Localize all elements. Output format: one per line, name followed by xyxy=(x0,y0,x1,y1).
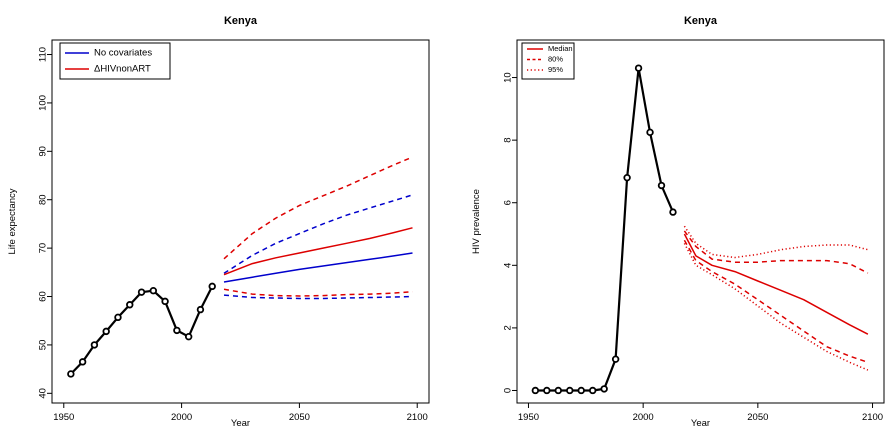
y-tick-label: 4 xyxy=(503,263,514,268)
observed-point xyxy=(149,287,158,295)
y-axis-label: HIV prevalence xyxy=(471,189,482,254)
series-line xyxy=(223,194,413,274)
y-tick-label: 70 xyxy=(38,243,49,254)
observed-point xyxy=(161,297,169,306)
chart-title: Kenya xyxy=(684,15,718,27)
observed-point xyxy=(67,370,75,378)
plot-frame xyxy=(51,39,430,404)
series-line xyxy=(683,239,869,364)
y-tick-label: 110 xyxy=(38,47,49,62)
x-tick-label: 2100 xyxy=(407,412,428,423)
observed-point xyxy=(611,355,620,363)
observed-point xyxy=(90,341,99,349)
x-axis-label: Year xyxy=(231,418,250,429)
observed-point xyxy=(173,326,181,335)
series-line xyxy=(223,294,413,300)
observed-point xyxy=(137,288,146,296)
x-tick-label: 1950 xyxy=(518,412,539,423)
observed-line xyxy=(70,285,214,375)
x-tick-label: 2000 xyxy=(171,412,192,423)
x-tick-label: 2000 xyxy=(633,412,654,423)
y-tick-label: 0 xyxy=(503,388,514,393)
observed-point xyxy=(208,282,216,291)
y-tick-label: 2 xyxy=(503,325,514,330)
series-line xyxy=(683,233,869,335)
x-tick-label: 1950 xyxy=(53,412,74,423)
x-tick-label: 2050 xyxy=(747,412,768,423)
y-tick-label: 100 xyxy=(38,95,49,111)
observed-point xyxy=(543,386,551,395)
series-line xyxy=(683,230,869,274)
y-tick-label: 90 xyxy=(38,146,49,157)
y-tick-label: 60 xyxy=(38,291,49,302)
y-tick-label: 50 xyxy=(38,340,49,351)
series-line xyxy=(223,227,413,276)
y-tick-label: 40 xyxy=(38,388,49,399)
series-line xyxy=(223,288,413,297)
y-tick-label: 10 xyxy=(503,72,514,83)
observed-point xyxy=(657,181,666,190)
series-line xyxy=(683,225,869,259)
legend-entry: 80% xyxy=(548,54,563,63)
observed-point xyxy=(554,386,562,395)
series-line xyxy=(223,252,413,283)
observed-line xyxy=(535,67,675,392)
series-line xyxy=(223,156,413,260)
x-tick-label: 2050 xyxy=(289,412,310,423)
y-tick-label: 8 xyxy=(503,137,514,142)
observed-point xyxy=(78,358,87,366)
observed-point xyxy=(114,313,122,322)
observed-point xyxy=(623,173,631,182)
y-axis-label: Life expectancy xyxy=(7,188,18,254)
observed-point xyxy=(566,386,574,395)
legend-entry: No covariates xyxy=(94,48,152,59)
observed-point xyxy=(588,386,597,395)
observed-point xyxy=(184,332,193,341)
observed-point xyxy=(102,327,110,336)
x-tick-label: 2100 xyxy=(862,412,883,423)
legend-entry: ΔHIVnonART xyxy=(94,64,151,75)
observed-point xyxy=(577,386,585,395)
chart-title: Kenya xyxy=(224,15,258,27)
observed-point xyxy=(600,385,608,393)
y-tick-label: 80 xyxy=(38,194,49,205)
legend-entry: Median xyxy=(548,44,573,53)
observed-point xyxy=(531,386,540,395)
hiv-prevalence-panel: Kenya Year HIV prevalence 1950 2000 2050 2100 0… xyxy=(471,15,885,429)
life-expectancy-panel: Kenya Year Life expectancy 1950 2000 2050 2100… xyxy=(7,15,430,429)
observed-point xyxy=(646,128,654,137)
observed-point xyxy=(669,208,677,216)
observed-point xyxy=(126,301,134,309)
x-axis-label: Year xyxy=(691,418,710,429)
legend-box xyxy=(59,42,171,80)
observed-point xyxy=(196,305,205,314)
plot-frame xyxy=(516,39,885,404)
observed-point xyxy=(634,64,643,72)
series-line xyxy=(683,243,869,371)
y-tick-label: 6 xyxy=(503,200,514,205)
legend-entry: 95% xyxy=(548,65,563,74)
